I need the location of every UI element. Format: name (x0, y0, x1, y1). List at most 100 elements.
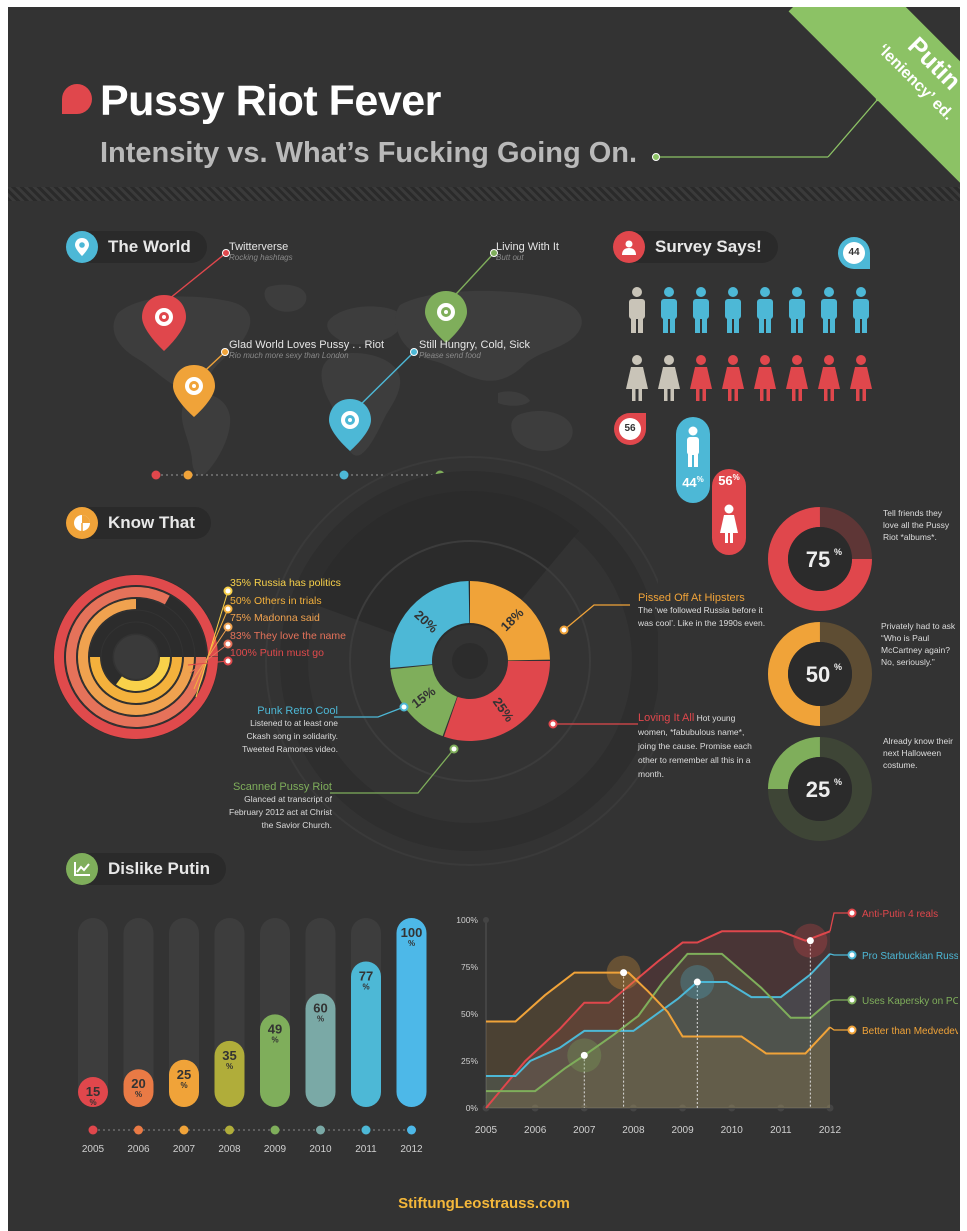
world-item-still-hungry: Still Hungry, Cold, Sick Please send foo… (419, 339, 530, 360)
page-title: Pussy Riot Fever (100, 77, 441, 125)
ring-legend-pct: 75% (230, 612, 254, 624)
ring-legend-item: 100% Putin must go (230, 647, 324, 659)
donut-value: 75 (806, 547, 830, 572)
x-tick-label: 2006 (524, 1125, 547, 1136)
bar-year-label: 2010 (309, 1144, 332, 1155)
desc-title: Pissed Off At Hipsters (638, 592, 745, 604)
woman-figure-icon (626, 355, 648, 401)
donut-pct-sign: % (834, 547, 842, 557)
y-tick-label: 0% (466, 1103, 479, 1113)
man-figure-icon (789, 287, 805, 333)
bar (123, 1069, 154, 1107)
x-tick-label: 2005 (475, 1125, 498, 1136)
desc-scanned: Scanned Pussy Riot Glanced at transcript… (220, 781, 332, 832)
man-figure-icon (821, 287, 837, 333)
section-label: Dislike Putin (108, 859, 211, 878)
page-subtitle: Intensity vs. What’s Fucking Going On. (100, 137, 638, 169)
male-badge: 44 (838, 237, 870, 269)
bar-year-dot (270, 1125, 280, 1135)
world-item-glad-world: Glad World Loves Pussy . . Riot Rio much… (229, 339, 384, 360)
series-line (485, 930, 831, 1109)
world-pins (142, 249, 498, 480)
glad-world-pin-icon (173, 365, 215, 417)
series-area (486, 972, 830, 1108)
bar-unit-label: % (362, 982, 369, 991)
twitterverse-pin-icon (142, 295, 186, 351)
ring-legend-pct: 35% (230, 577, 254, 589)
donut-note-3: Already know their next Halloween costum… (883, 735, 953, 771)
y-tick-label: 100% (456, 915, 478, 925)
y-tick-label: 75% (461, 962, 478, 972)
section-know-that: Know That (66, 507, 211, 539)
bar-unit-label: % (226, 1062, 233, 1071)
female-figure-icon (720, 504, 738, 543)
donut-note-text: Privately had to ask “Who is Paul McCart… (881, 621, 956, 667)
x-tick-label: 2012 (819, 1125, 842, 1136)
series-line (486, 953, 831, 1078)
man-figure-icon (693, 287, 709, 333)
center-donut-segment (390, 581, 470, 668)
ring-legend-pct: 100% (230, 647, 260, 659)
donut-value: 50 (806, 662, 830, 687)
center-donut-segment (390, 664, 458, 737)
donut-pct-sign: % (834, 662, 842, 672)
x-tick-label: 2010 (721, 1125, 744, 1136)
section-label: The World (108, 237, 191, 256)
living-with-it-pin-icon (425, 291, 467, 343)
bar-year-label: 2012 (400, 1144, 423, 1155)
desc-title: Scanned Pussy Riot (232, 781, 332, 793)
woman-figure-icon (754, 355, 776, 401)
bar (351, 961, 381, 1107)
female-capsule: 56% (712, 469, 746, 555)
world-item-label: Living With It (496, 241, 559, 253)
y-tick-label: 50% (461, 1009, 478, 1019)
bar-value-label: 15 (86, 1084, 100, 1099)
donut-note-2: Privately had to ask “Who is Paul McCart… (881, 620, 957, 668)
legend-label: Uses Kapersky on PCs (862, 996, 958, 1007)
woman-figure-icon (818, 355, 840, 401)
ring-legend-text: Putin must go (259, 647, 324, 659)
bar-value-label: 49 (268, 1021, 282, 1036)
bar-year-label: 2005 (82, 1144, 105, 1155)
bar-value-label: 60 (313, 1001, 327, 1016)
bar (305, 993, 336, 1107)
bar-year-label: 2006 (127, 1144, 150, 1155)
legend-dot (847, 995, 857, 1005)
ring-legend-pct: 83% (230, 629, 254, 642)
male-badge-value: 44 (843, 242, 865, 264)
desc-text: The ‘we followed Russia before it was co… (638, 605, 766, 628)
pie-chart-icon (66, 507, 98, 539)
bar-value-label: 20 (131, 1076, 145, 1091)
ring-legend-item: 35% Russia has politics (230, 577, 341, 589)
world-item-twitterverse: Twitterverse Rocking hashtags (229, 241, 293, 262)
desc-text: Hot young women, *fabubulous name*, join… (638, 713, 752, 779)
center-donut-segment (443, 661, 550, 741)
person-icon (613, 231, 645, 263)
percent-donuts: 75 % 50 % 25% (767, 507, 872, 841)
bar-unit-label: % (135, 1090, 142, 1099)
female-badge: 56 (614, 413, 646, 445)
bar-year-label: 2007 (173, 1144, 196, 1155)
legend-dot (847, 1025, 857, 1035)
footer-site[interactable]: StiftungLeostrauss.com (398, 1195, 570, 1212)
legend-label: Pro Starbuckian Russia (862, 951, 958, 962)
bar (214, 1040, 245, 1107)
survey-people-grid (626, 287, 872, 401)
highlight-point (806, 937, 814, 945)
desc-title: Punk Retro Cool (257, 705, 338, 717)
section-the-world: The World (66, 231, 207, 263)
desc-punk-retro: Punk Retro Cool Listened to at least one… (228, 705, 338, 756)
donut-note-1: Tell friends they love all the Pussy Rio… (883, 507, 953, 543)
bar-year-dot (225, 1125, 234, 1135)
twitterverse-connector (163, 252, 227, 304)
man-figure-icon (725, 287, 741, 333)
bar-year-dot (407, 1125, 416, 1135)
world-item-sub: Rocking hashtags (229, 253, 293, 262)
woman-figure-icon (722, 355, 744, 401)
bar-value-label: 35 (222, 1048, 236, 1063)
female-pct: 56 (718, 473, 733, 488)
ring-legend-text: Madonna said (253, 612, 320, 624)
legend-dot (847, 950, 857, 960)
bar-year-dot (179, 1125, 189, 1135)
bar-track (123, 918, 154, 1107)
